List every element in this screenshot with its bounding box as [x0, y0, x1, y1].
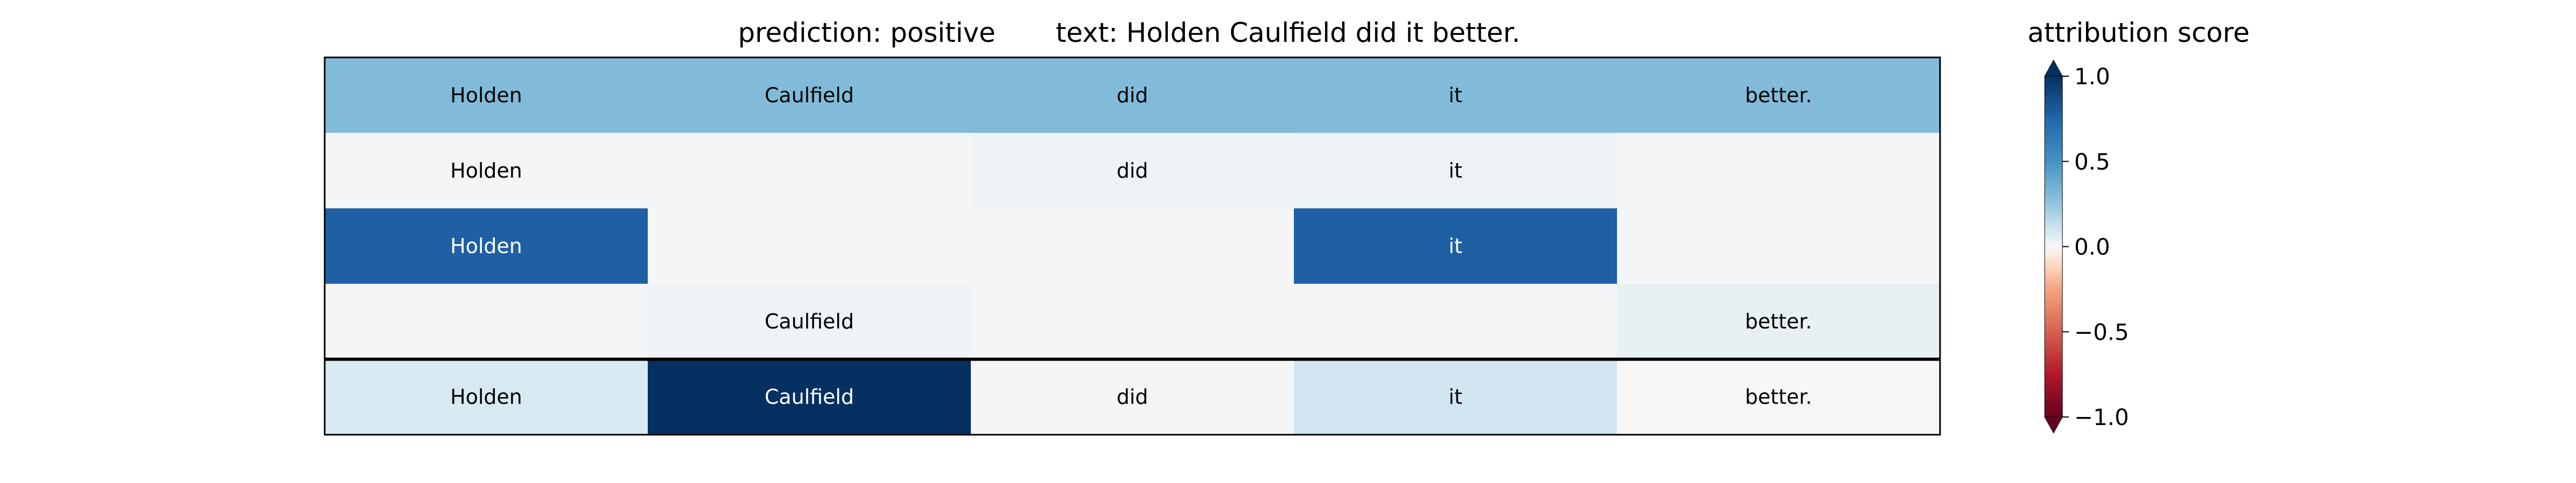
cell-token-label: Caulfield	[765, 385, 854, 409]
heatmap-cell	[325, 57, 648, 134]
heatmap-cell	[1294, 133, 1618, 209]
colorbar-tick-label: 0.0	[2074, 234, 2110, 260]
colorbar-extend-max	[2044, 59, 2063, 77]
heatmap-cell	[648, 57, 971, 134]
heatmap-cell	[971, 208, 1294, 284]
heatmap-cell	[971, 133, 1294, 209]
heatmap-cell	[1294, 57, 1618, 134]
colorbar-gradient	[2045, 76, 2062, 417]
heatmap-cell	[971, 359, 1294, 435]
cell-token-label: did	[1117, 159, 1148, 182]
heatmap-cell	[325, 359, 648, 435]
colorbar-tick-label: −0.5	[2074, 319, 2129, 345]
heatmap-cell	[1617, 283, 1941, 360]
heatmap-cell	[648, 133, 971, 209]
cell-token-label: it	[1448, 385, 1462, 409]
heatmap-cells: Holden Caulfield did it better. Holden did it Ho…	[324, 56, 1941, 436]
heatmap-cell	[325, 208, 648, 284]
heatmap-cell	[648, 283, 971, 360]
colorbar-title: attribution score	[2028, 17, 2250, 48]
cell-token-label: Holden	[450, 159, 522, 182]
heatmap-cell	[1617, 57, 1941, 134]
heatmap-cell	[325, 283, 648, 360]
cell-token-label: it	[1448, 83, 1462, 107]
cell-token-label: did	[1117, 385, 1148, 409]
heatmap-cell	[1294, 359, 1618, 435]
cell-token-label: Caulfield	[765, 83, 854, 107]
heatmap-cell	[1294, 208, 1618, 284]
cell-token-label: better.	[1745, 83, 1812, 107]
heatmap-cell	[1617, 359, 1941, 435]
heatmap-cell	[648, 359, 971, 435]
cell-token-label: did	[1117, 83, 1148, 107]
heatmap-border	[324, 56, 1941, 436]
cell-token-label: Caulfield	[765, 310, 854, 333]
heatmap-cell	[971, 57, 1294, 134]
cell-token-label: Holden	[450, 235, 522, 258]
text-title: text: Holden Caulfield did it better.	[1056, 17, 1520, 48]
colorbar-tick-label: 1.0	[2074, 63, 2110, 90]
colorbar: 1.0 0.5 0.0 −0.5 −1.0	[2044, 59, 2129, 434]
colorbar-tick-label: 0.5	[2074, 149, 2110, 175]
colorbar-extend-min	[2044, 416, 2063, 434]
cell-token-label: it	[1448, 235, 1462, 258]
prediction-title: prediction: positive	[738, 17, 996, 48]
colorbar-tick-label: −1.0	[2074, 404, 2129, 430]
cell-token-label: Holden	[450, 385, 522, 409]
heatmap-cell	[648, 208, 971, 284]
cell-token-label: better.	[1745, 385, 1812, 409]
heatmap-cell	[1294, 283, 1618, 360]
heatmap-cell	[1617, 133, 1941, 209]
heatmap-cell	[1617, 208, 1941, 284]
heatmap-cell	[971, 283, 1294, 360]
heatmap-cell	[325, 133, 648, 209]
cell-token-label: better.	[1745, 310, 1812, 333]
cell-token-label: it	[1448, 159, 1462, 182]
cell-token-label: Holden	[450, 83, 522, 107]
